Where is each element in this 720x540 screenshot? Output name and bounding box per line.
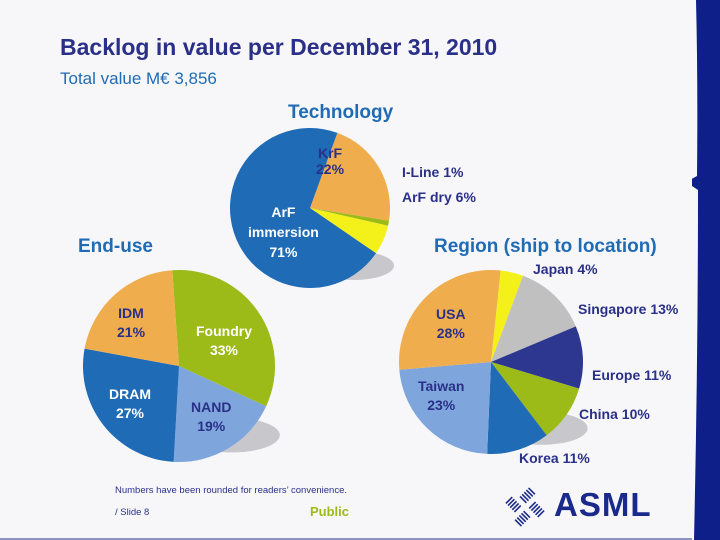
technology-chart-title: Technology — [288, 102, 394, 123]
pie-slice-korea — [487, 362, 547, 454]
slide-title: Backlog in value per December 31, 2010 — [60, 34, 498, 60]
label-dram: DRAM 27% — [109, 386, 151, 421]
label-i-line: I-Line 1% — [402, 164, 464, 180]
pie-slice-idm — [84, 270, 179, 366]
footnote: Numbers have been rounded for readers’ c… — [115, 485, 348, 496]
label-japan: Japan 4% — [533, 261, 598, 277]
asml-logo: ASML — [500, 482, 660, 532]
label-foundry: Foundry 33% — [196, 323, 252, 358]
label-nand: NAND 19% — [191, 399, 232, 434]
pie-slice-japan — [491, 270, 524, 362]
label-krf: KrF 22% — [316, 145, 345, 177]
pie-slice-arf-dry — [310, 208, 389, 254]
end-use-chart-title: End-use — [78, 236, 153, 257]
slide-subtitle: Total value M€ 3,856 — [60, 69, 217, 88]
label-arf-dry: ArF dry 6% — [402, 189, 476, 205]
pie-slice-i-line — [310, 208, 389, 226]
pie-slice-europe — [491, 326, 583, 389]
label-korea: Korea 11% — [519, 450, 590, 466]
pie-slice-usa — [399, 270, 501, 370]
label-taiwan: Taiwan 23% — [418, 378, 465, 413]
pie-slice-krf — [310, 132, 390, 221]
pie-slice-arf-immersion — [230, 128, 377, 289]
pie-slice-nand — [173, 366, 267, 462]
classification-label: Public — [310, 504, 350, 519]
asml-logo-icon — [505, 487, 545, 527]
brand-side-bar — [692, 0, 720, 540]
label-singapore: Singapore 13% — [578, 301, 679, 317]
footer-divider — [0, 538, 692, 540]
pie-slice-dram — [82, 348, 179, 462]
label-china: China 10% — [579, 406, 650, 422]
pie-slice-taiwan — [399, 362, 491, 454]
pie-slice-singapore — [491, 275, 576, 362]
pie-slice-foundry — [172, 270, 275, 407]
label-europe: Europe 11% — [592, 367, 672, 383]
label-usa: USA 28% — [436, 306, 466, 341]
label-idm: IDM 21% — [117, 305, 146, 340]
asml-logo-text: ASML — [554, 486, 652, 523]
slide-number: / Slide 8 — [115, 507, 150, 518]
pie-slice-china — [491, 362, 580, 436]
label-arf-immersion: ArF immersion 71% — [248, 204, 319, 260]
region-chart-title: Region (ship to location) — [434, 236, 657, 257]
